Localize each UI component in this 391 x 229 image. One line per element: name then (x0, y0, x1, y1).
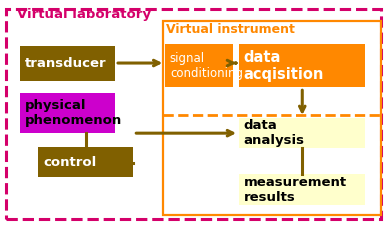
FancyBboxPatch shape (239, 118, 365, 148)
Text: control: control (43, 155, 96, 169)
Text: signal
conditioning: signal conditioning (170, 52, 243, 80)
Text: measurement
results: measurement results (244, 176, 347, 204)
FancyBboxPatch shape (20, 93, 115, 133)
Text: Virtual instrument: Virtual instrument (167, 23, 295, 36)
Text: physical
phenomenon: physical phenomenon (25, 99, 122, 127)
Text: Virtual laboratory: Virtual laboratory (17, 8, 151, 21)
Text: data
analysis: data analysis (244, 119, 305, 147)
FancyBboxPatch shape (38, 147, 133, 177)
FancyBboxPatch shape (165, 44, 233, 87)
FancyBboxPatch shape (239, 44, 365, 87)
Text: transducer: transducer (25, 57, 106, 70)
FancyBboxPatch shape (20, 46, 115, 81)
FancyBboxPatch shape (239, 174, 365, 205)
Text: data
acqisition: data acqisition (244, 50, 324, 82)
